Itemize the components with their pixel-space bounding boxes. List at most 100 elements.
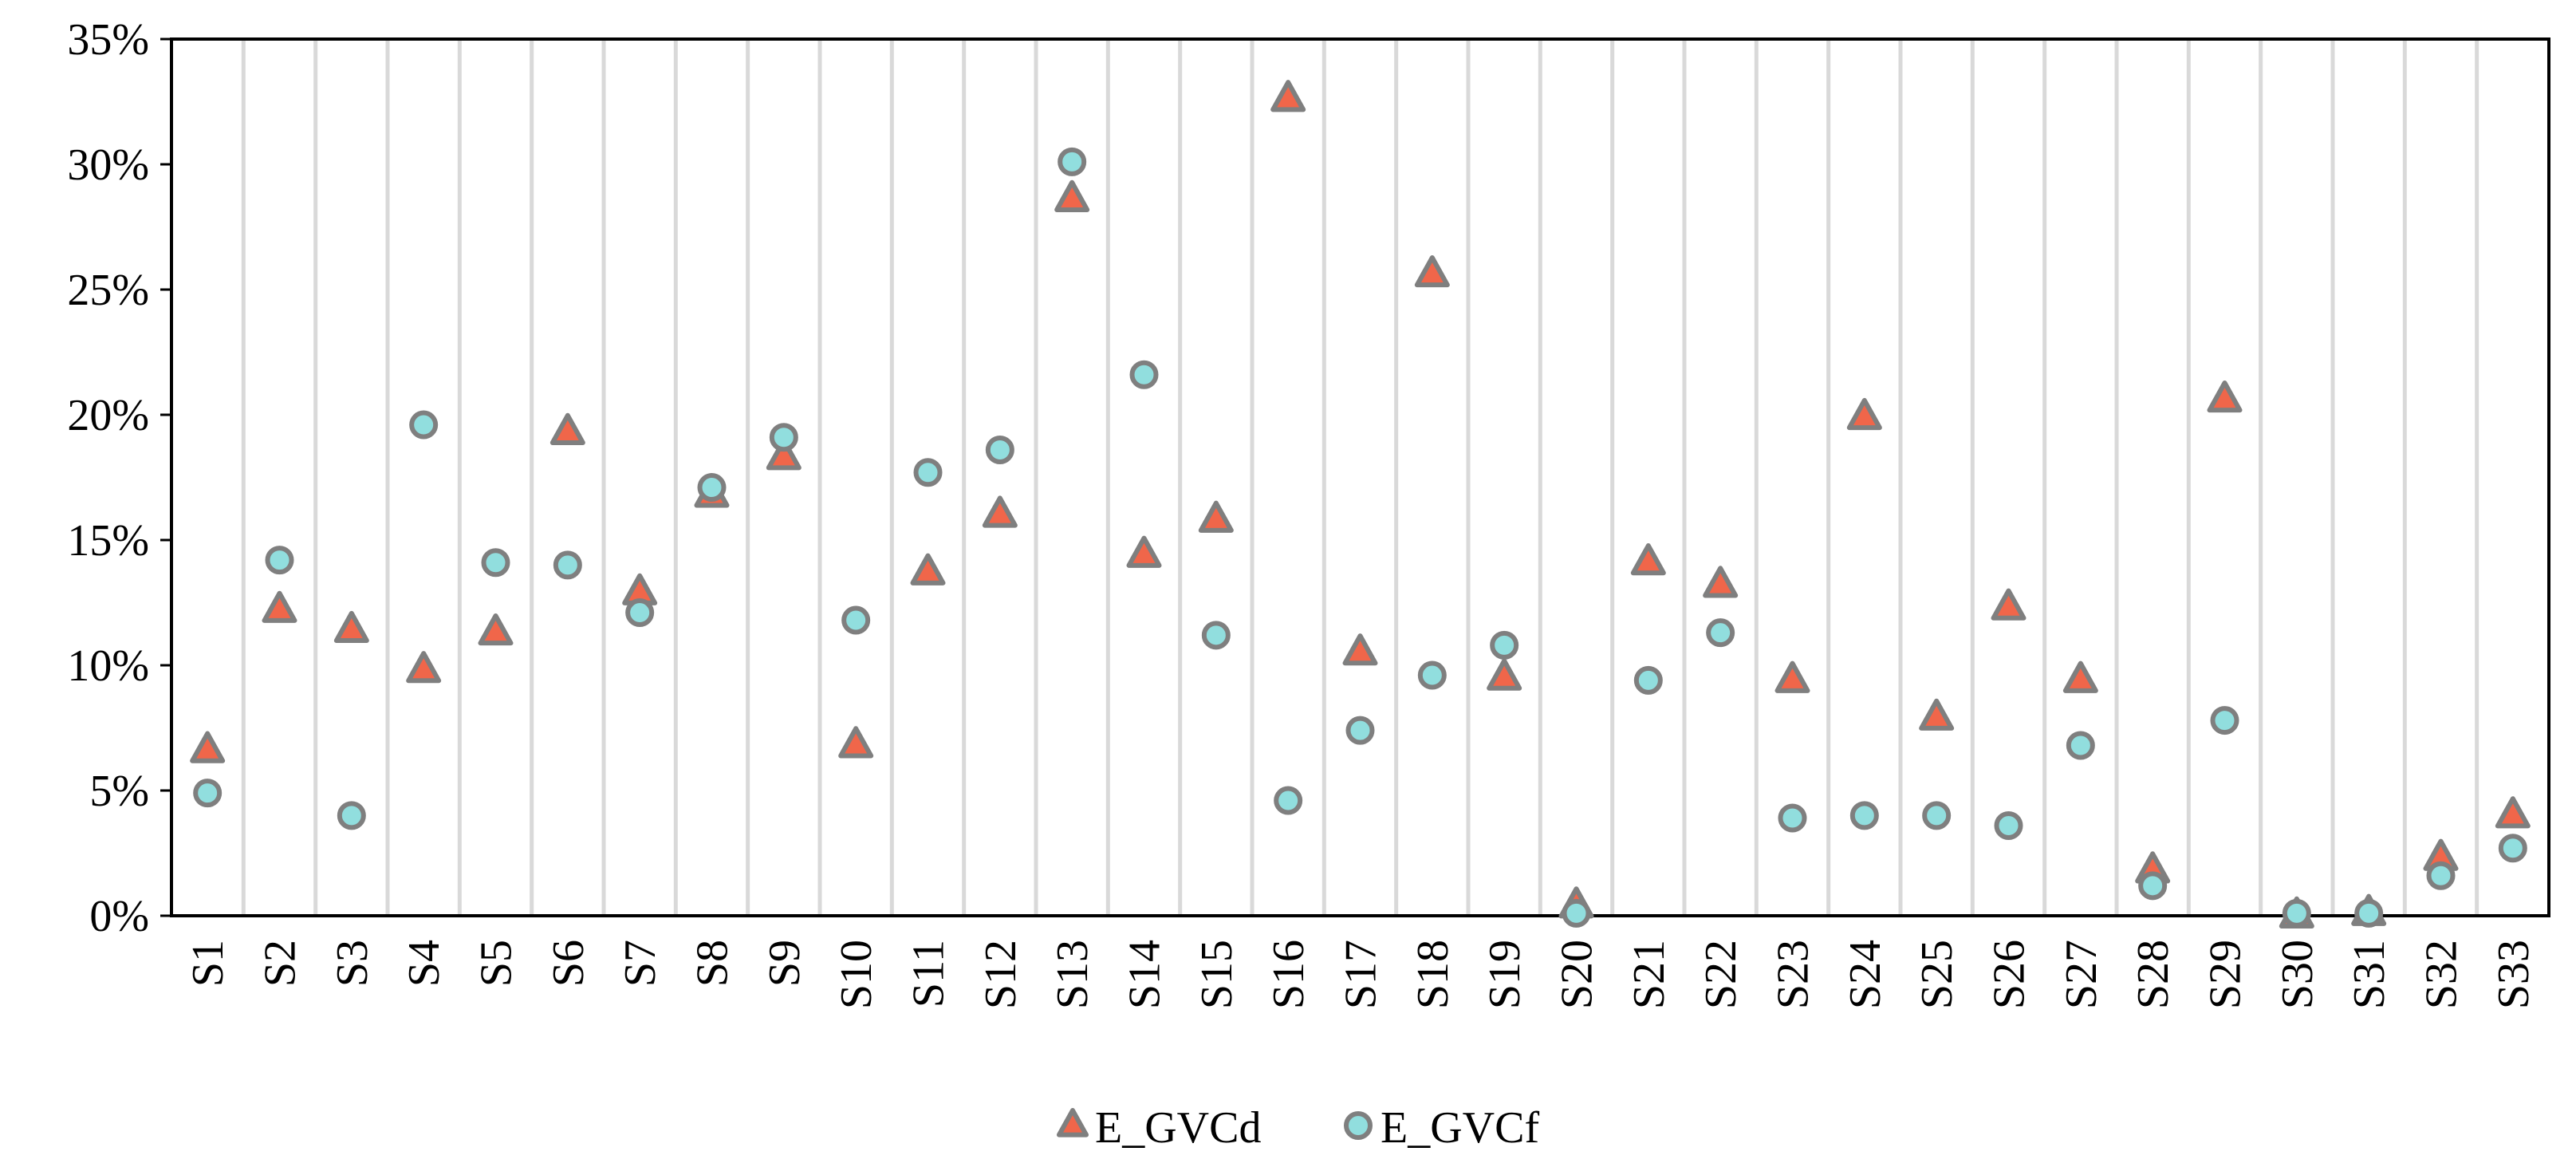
data-point-e-gvcf <box>1562 898 1591 928</box>
x-tick-label: S2 <box>256 940 305 987</box>
x-tick-label: S9 <box>760 940 809 987</box>
x-tick-label: S13 <box>1048 940 1097 1009</box>
data-point-e-gvcd <box>1198 500 1234 533</box>
x-tick-label: S27 <box>2057 940 2106 1009</box>
data-point-e-gvcd <box>766 438 802 471</box>
y-tick-label: 25% <box>67 266 149 315</box>
x-tick-label: S21 <box>1625 940 1674 1009</box>
data-point-e-gvcd <box>1630 543 1666 576</box>
x-tick-label: S8 <box>688 940 738 987</box>
data-point-e-gvcf <box>1849 801 1879 830</box>
data-point-e-gvcf <box>1994 810 2023 840</box>
data-point-e-gvcf <box>337 801 366 830</box>
x-tick-label: S30 <box>2273 940 2322 1009</box>
data-point-e-gvcd <box>1342 633 1378 666</box>
data-point-e-gvcd <box>2207 380 2243 413</box>
x-tick-label: S5 <box>472 940 522 987</box>
data-point-e-gvcd <box>1846 397 1882 431</box>
x-tick-label: S15 <box>1192 940 1242 1009</box>
x-tick-label: S18 <box>1408 940 1458 1009</box>
data-point-e-gvcd <box>1919 698 1955 731</box>
data-point-e-gvcf <box>2354 898 2384 928</box>
data-point-e-gvcf <box>1058 147 1087 176</box>
x-tick-label: S33 <box>2489 940 2539 1009</box>
data-point-e-gvcd <box>190 731 226 763</box>
plot-area <box>171 39 2549 916</box>
data-point-e-gvcf <box>841 605 871 635</box>
x-tick-label: S20 <box>1553 940 1602 1009</box>
data-point-e-gvcf <box>1633 665 1663 695</box>
data-point-e-gvcd <box>333 610 369 644</box>
data-point-e-gvcf <box>481 548 510 578</box>
legend-label-e-gvcd: E_GVCd <box>1095 1103 1261 1153</box>
data-point-e-gvcf <box>625 598 655 628</box>
data-point-e-gvcd <box>2062 660 2098 693</box>
x-tick-label: S32 <box>2417 940 2467 1009</box>
data-point-e-gvcf <box>553 550 582 580</box>
x-tick-label: S10 <box>832 940 881 1009</box>
x-tick-label: S12 <box>976 940 1026 1009</box>
x-tick-label: S19 <box>1480 940 1530 1009</box>
y-tick-label: 10% <box>67 641 149 691</box>
x-tick-label: S25 <box>1912 940 1962 1009</box>
data-point-e-gvcf <box>2066 731 2095 760</box>
data-point-e-gvcd <box>549 412 585 445</box>
data-point-e-gvcd <box>1414 254 1450 288</box>
data-point-e-gvcf <box>1274 786 1303 815</box>
x-tick-label: S1 <box>183 940 233 987</box>
x-tick-label: S11 <box>904 940 954 1007</box>
y-tick-label: 35% <box>67 15 149 65</box>
x-tick-label: S4 <box>400 940 449 987</box>
data-point-e-gvcf <box>1201 621 1231 650</box>
data-point-e-gvcd <box>1487 658 1522 691</box>
data-point-e-gvcf <box>913 458 943 487</box>
data-point-e-gvcf <box>265 546 294 575</box>
data-point-e-gvcf <box>193 779 223 808</box>
data-point-e-gvcf <box>1922 801 1952 830</box>
data-point-e-gvcd <box>1054 179 1090 212</box>
data-point-e-gvcf <box>1490 630 1519 660</box>
data-point-e-gvcd <box>1270 80 1306 112</box>
y-tick-label: 15% <box>67 516 149 566</box>
data-point-e-gvcd <box>1774 660 1810 693</box>
data-point-e-gvcf <box>697 473 727 503</box>
y-tick-label: 20% <box>67 391 149 440</box>
x-tick-label: S22 <box>1696 940 1746 1009</box>
y-tick-label: 5% <box>89 767 149 816</box>
data-point-e-gvcf <box>409 410 439 440</box>
y-tick-label: 30% <box>67 140 149 190</box>
data-point-e-gvcf <box>2282 898 2311 928</box>
data-point-e-gvcf <box>1778 803 1807 833</box>
data-point-e-gvcd <box>262 590 297 623</box>
data-point-e-gvcd <box>838 726 874 759</box>
x-tick-label: S24 <box>1841 940 1890 1009</box>
data-point-e-gvcd <box>478 613 514 646</box>
data-point-e-gvcf <box>1417 660 1447 690</box>
legend-marker-e-gvcf <box>1344 1111 1373 1140</box>
data-point-e-gvcf <box>769 423 798 452</box>
y-tick-label: 0% <box>89 892 149 941</box>
data-point-e-gvcf <box>1129 360 1159 389</box>
data-point-e-gvcf <box>1345 716 1375 745</box>
data-point-e-gvcf <box>2426 861 2456 890</box>
legend-marker-e-gvcd <box>1057 1108 1089 1138</box>
data-point-e-gvcd <box>406 651 442 684</box>
x-tick-label: S16 <box>1264 940 1314 1009</box>
x-tick-label: S26 <box>1985 940 2034 1009</box>
data-point-e-gvcd <box>982 495 1018 528</box>
data-point-e-gvcf <box>985 435 1014 464</box>
data-point-e-gvcd <box>910 553 946 586</box>
x-tick-label: S31 <box>2345 940 2394 1009</box>
data-point-e-gvcf <box>2138 871 2168 901</box>
data-point-e-gvcf <box>2498 834 2527 863</box>
data-point-e-gvcd <box>1126 535 1162 568</box>
x-tick-label: S14 <box>1121 940 1170 1009</box>
data-point-e-gvcd <box>2495 796 2531 829</box>
x-tick-label: S28 <box>2129 940 2178 1009</box>
x-tick-label: S3 <box>328 940 377 987</box>
x-tick-label: S17 <box>1337 940 1386 1009</box>
x-tick-label: S23 <box>1769 940 1818 1009</box>
plot-border <box>170 37 2550 917</box>
